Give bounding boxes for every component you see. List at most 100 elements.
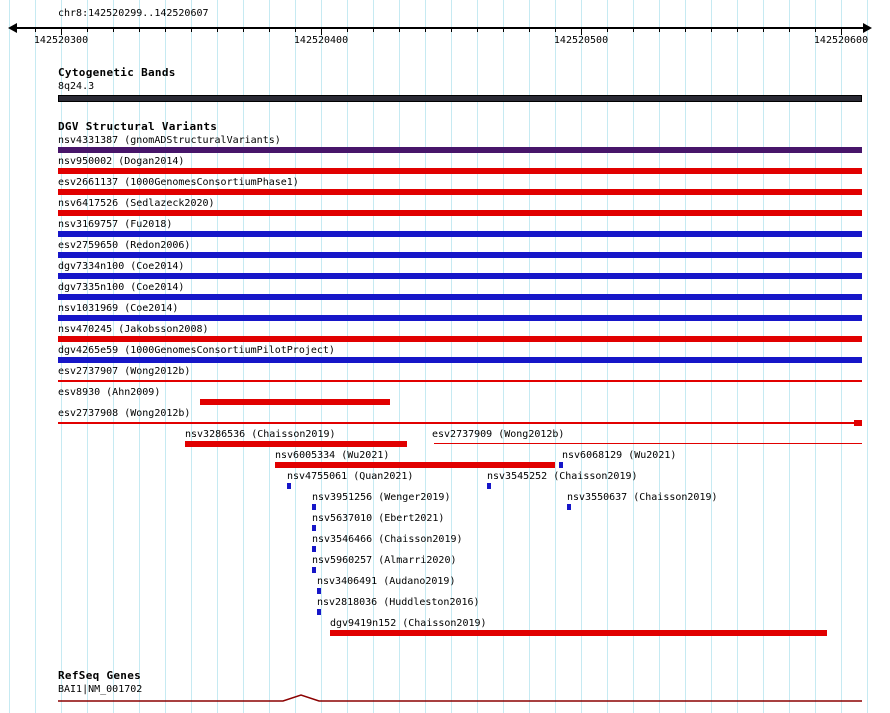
ruler-minor-tick [607,29,608,32]
ruler-coordinate: 142520600 [813,35,869,46]
variant-label[interactable]: nsv5960257 (Almarri2020) [312,555,457,566]
ruler-major-tick [61,29,62,35]
variant-label[interactable]: nsv6068129 (Wu2021) [562,450,677,461]
variant-bar[interactable] [58,357,862,363]
ruler-minor-tick [529,29,530,32]
section-title-dgv-structural-variants: DGV Structural Variants [58,120,218,133]
ruler-minor-tick [113,29,114,32]
ruler-minor-tick [373,29,374,32]
ruler-coordinate: 142520500 [553,35,609,46]
variant-point[interactable] [559,462,563,468]
variant-bar[interactable] [275,462,555,468]
variant-point[interactable] [312,546,316,552]
ruler-minor-tick [737,29,738,32]
variant-label[interactable]: nsv2818036 (Huddleston2016) [317,597,480,608]
variant-label[interactable]: nsv3550637 (Chaisson2019) [567,492,718,503]
ruler-minor-tick [451,29,452,32]
variant-point[interactable] [312,567,316,573]
variant-label[interactable]: nsv470245 (Jakobsson2008) [58,324,209,335]
variant-label[interactable]: nsv3406491 (Audano2019) [317,576,456,587]
variant-point[interactable] [317,588,321,594]
ruler-minor-tick [347,29,348,32]
ruler-line [14,27,864,29]
ruler-minor-tick [763,29,764,32]
ruler-minor-tick [295,29,296,32]
variant-label[interactable]: nsv4755061 (Quan2021) [287,471,414,482]
variant-label[interactable]: nsv6005334 (Wu2021) [275,450,390,461]
ruler-minor-tick [789,29,790,32]
variant-label[interactable]: esv2661137 (1000GenomesConsortiumPhase1) [58,177,299,188]
cytoband-label[interactable]: 8q24.3 [58,81,95,92]
variant-bar[interactable] [58,210,862,216]
variant-label[interactable]: nsv3286536 (Chaisson2019) [185,429,336,440]
ruler-minor-tick [711,29,712,32]
variant-label[interactable]: nsv4331387 (gnomADStructuralVariants) [58,135,281,146]
ruler-minor-tick [425,29,426,32]
ruler-minor-tick [243,29,244,32]
variant-line[interactable] [58,380,862,382]
variant-bar[interactable] [58,252,862,258]
ruler-arrow-left-icon [8,23,17,33]
gene-line [58,694,862,702]
ruler-minor-tick [399,29,400,32]
variant-bar[interactable] [58,189,862,195]
gene-label[interactable]: BAI1|NM_001702 [58,684,143,695]
variant-label[interactable]: dgv9419n152 (Chaisson2019) [330,618,487,629]
variant-label[interactable]: nsv5637010 (Ebert2021) [312,513,445,524]
variant-label[interactable]: dgv7335n100 (Coe2014) [58,282,185,293]
ruler-minor-tick [633,29,634,32]
variant-bar[interactable] [58,336,862,342]
ruler-major-tick [581,29,582,35]
variant-label[interactable]: nsv3169757 (Fu2018) [58,219,173,230]
variant-bar[interactable] [330,630,827,636]
variant-label[interactable]: nsv3545252 (Chaisson2019) [487,471,638,482]
variant-label[interactable]: nsv6417526 (Sedlazeck2020) [58,198,215,209]
ruler-major-tick [321,29,322,35]
ruler-minor-tick [555,29,556,32]
variant-bar[interactable] [185,441,407,447]
ruler-minor-tick [165,29,166,32]
variant-point[interactable] [312,504,316,510]
variant-label[interactable]: esv2737907 (Wong2012b) [58,366,191,377]
variant-bar[interactable] [200,399,390,405]
variant-line[interactable] [434,443,862,444]
ruler-minor-tick [477,29,478,32]
variant-label[interactable]: esv2737908 (Wong2012b) [58,408,191,419]
variant-point[interactable] [567,504,571,510]
variant-label[interactable]: nsv1031969 (Coe2014) [58,303,179,314]
variant-label[interactable]: esv2737909 (Wong2012b) [432,429,565,440]
gene-model[interactable] [0,690,890,710]
variant-bar[interactable] [854,420,862,426]
variant-point[interactable] [312,525,316,531]
ruler-minor-tick [815,29,816,32]
variant-label[interactable]: esv2759650 (Redon2006) [58,240,191,251]
variant-bar[interactable] [58,273,862,279]
variant-bar[interactable] [58,231,862,237]
variant-point[interactable] [317,609,321,615]
ruler-major-tick [841,29,842,35]
ruler-minor-tick [269,29,270,32]
variant-label[interactable]: esv8930 (Ahn2009) [58,387,161,398]
variant-line[interactable] [58,422,862,424]
section-title-refseq-genes: RefSeq Genes [58,669,142,682]
ruler-minor-tick [139,29,140,32]
variant-label[interactable]: nsv3951256 (Wenger2019) [312,492,451,503]
variant-label[interactable]: nsv3546466 (Chaisson2019) [312,534,463,545]
variant-point[interactable] [287,483,291,489]
cytoband-bar[interactable] [58,95,862,102]
variant-label[interactable]: nsv950002 (Dogan2014) [58,156,185,167]
variant-bar[interactable] [58,147,862,153]
ruler-minor-tick [685,29,686,32]
variant-label[interactable]: dgv4265e59 (1000GenomesConsortiumPilotPr… [58,345,335,356]
region-title: chr8:142520299..142520607 [58,8,209,19]
variant-bar[interactable] [58,294,862,300]
variant-label[interactable]: dgv7334n100 (Coe2014) [58,261,185,272]
variant-bar[interactable] [58,315,862,321]
ruler-minor-tick [35,29,36,32]
ruler-minor-tick [659,29,660,32]
variant-bar[interactable] [58,168,862,174]
ruler-minor-tick [87,29,88,32]
variant-point[interactable] [487,483,491,489]
